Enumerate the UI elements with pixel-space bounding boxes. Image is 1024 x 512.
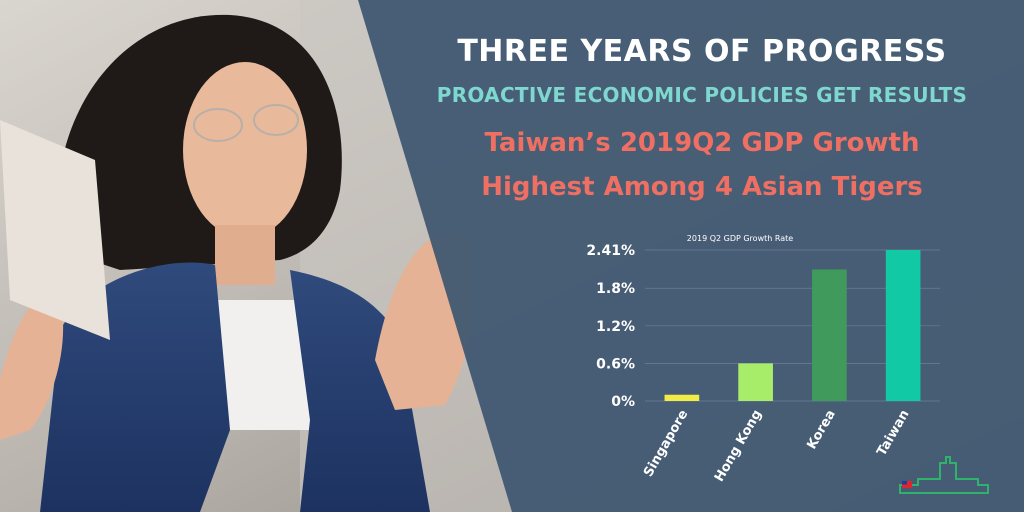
bar-hong-kong (738, 363, 773, 401)
y-tick-label: 0.6% (596, 356, 635, 372)
headline: THREE YEARS OF PROGRESS (457, 34, 947, 69)
y-tick-label: 1.8% (596, 281, 635, 297)
subheadline: PROACTIVE ECONOMIC POLICIES GET RESULTS (436, 83, 968, 107)
y-tick-label: 1.2% (596, 319, 635, 335)
x-category-label: Singapore (641, 407, 691, 479)
x-axis-labels: Singapore Hong Kong Korea Taiwan (641, 407, 913, 484)
y-tick-label: 0% (611, 394, 635, 410)
chart-title: 2019 Q2 GDP Growth Rate (687, 234, 793, 243)
y-tick-label: 2.41% (586, 243, 635, 259)
y-axis-ticks: 0% 0.6% 1.2% 1.8% 2.41% (586, 243, 635, 410)
gdp-growth-chart: 2019 Q2 GDP Growth Rate 0% 0.6% 1.2% 1.8% 2.… (586, 234, 940, 484)
claim-line-2: Highest Among 4 Asian Tigers (481, 172, 923, 202)
bar-taiwan (885, 250, 921, 401)
bar-singapore (664, 394, 700, 401)
x-category-label: Korea (804, 408, 838, 453)
bar-korea (812, 269, 847, 401)
claim-line-1: Taiwan’s 2019Q2 GDP Growth (484, 128, 920, 158)
x-category-label: Taiwan (874, 408, 912, 459)
office-logo-icon (899, 456, 989, 494)
x-category-label: Hong Kong (712, 408, 765, 485)
bars (664, 250, 921, 401)
